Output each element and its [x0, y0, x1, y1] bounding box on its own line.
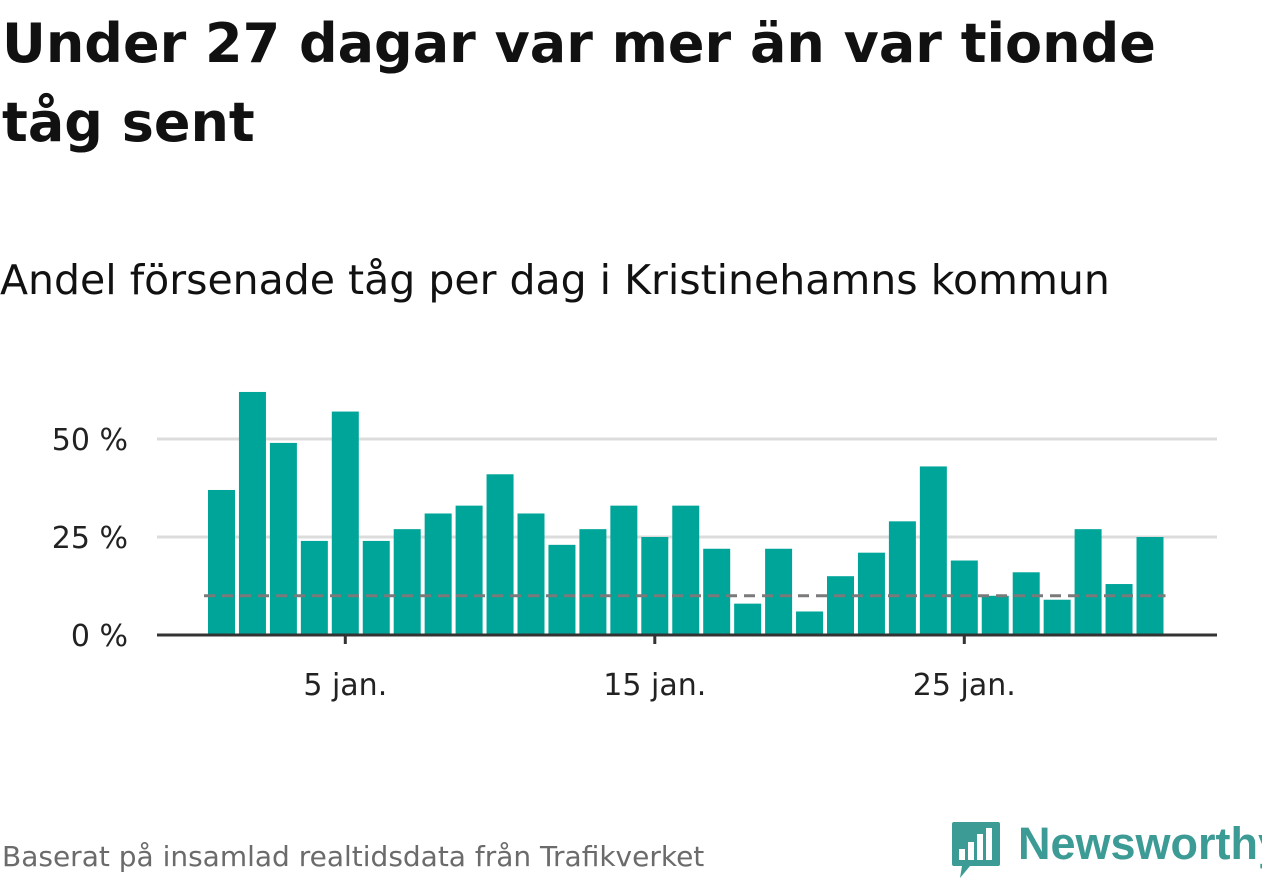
bar	[300, 540, 328, 635]
bar	[734, 603, 762, 635]
y-tick-label: 50 %	[52, 423, 128, 458]
source-note: Baserat på insamlad realtidsdata från Tr…	[2, 840, 705, 873]
bar	[703, 548, 731, 635]
y-tick-label: 0 %	[71, 619, 128, 654]
bar	[827, 576, 854, 635]
bar	[238, 391, 266, 635]
bar	[269, 442, 297, 635]
x-tick-label: 15 jan.	[603, 668, 706, 703]
bar	[331, 411, 359, 635]
bar	[919, 466, 947, 635]
x-tick-label: 25 jan.	[913, 668, 1016, 703]
bars	[208, 391, 1164, 635]
bar	[424, 513, 452, 635]
bar-chart-speech-bubble-icon	[952, 822, 1000, 878]
bar	[1105, 584, 1133, 635]
x-axis-ticks: 5 jan. 15 jan. 25 jan.	[303, 635, 1016, 703]
brand-logo: Newsworthy	[950, 818, 1262, 878]
bar	[981, 595, 1009, 635]
bar	[857, 552, 885, 635]
bar	[765, 548, 793, 635]
bar	[1012, 572, 1040, 635]
y-tick-label: 25 %	[52, 521, 128, 556]
y-axis-ticks: 0 % 25 % 50 %	[52, 423, 128, 654]
bar	[393, 529, 421, 635]
bar	[610, 505, 638, 635]
bar	[672, 505, 700, 635]
bar	[548, 544, 576, 635]
bar	[486, 474, 514, 635]
chart-subtitle: Andel försenade tåg per dag i Kristineha…	[0, 256, 1110, 304]
bar-chart: 0 % 25 % 50 % 5 jan. 15 jan. 25 jan.	[52, 391, 1217, 703]
x-tick-label: 5 jan.	[303, 668, 387, 703]
bar	[1074, 529, 1102, 635]
bar	[362, 540, 390, 635]
bar	[208, 489, 235, 635]
bar	[517, 513, 545, 635]
bar	[455, 505, 483, 635]
bar	[888, 521, 916, 635]
bar	[950, 560, 978, 635]
chart-title: Under 27 dagar var mer än var tionde tåg…	[2, 12, 1156, 154]
bar	[796, 611, 824, 635]
bar	[579, 529, 607, 635]
bar	[1136, 537, 1164, 635]
bar	[641, 537, 669, 635]
bar	[1043, 599, 1071, 635]
brand-name: Newsworthy	[1018, 818, 1262, 869]
